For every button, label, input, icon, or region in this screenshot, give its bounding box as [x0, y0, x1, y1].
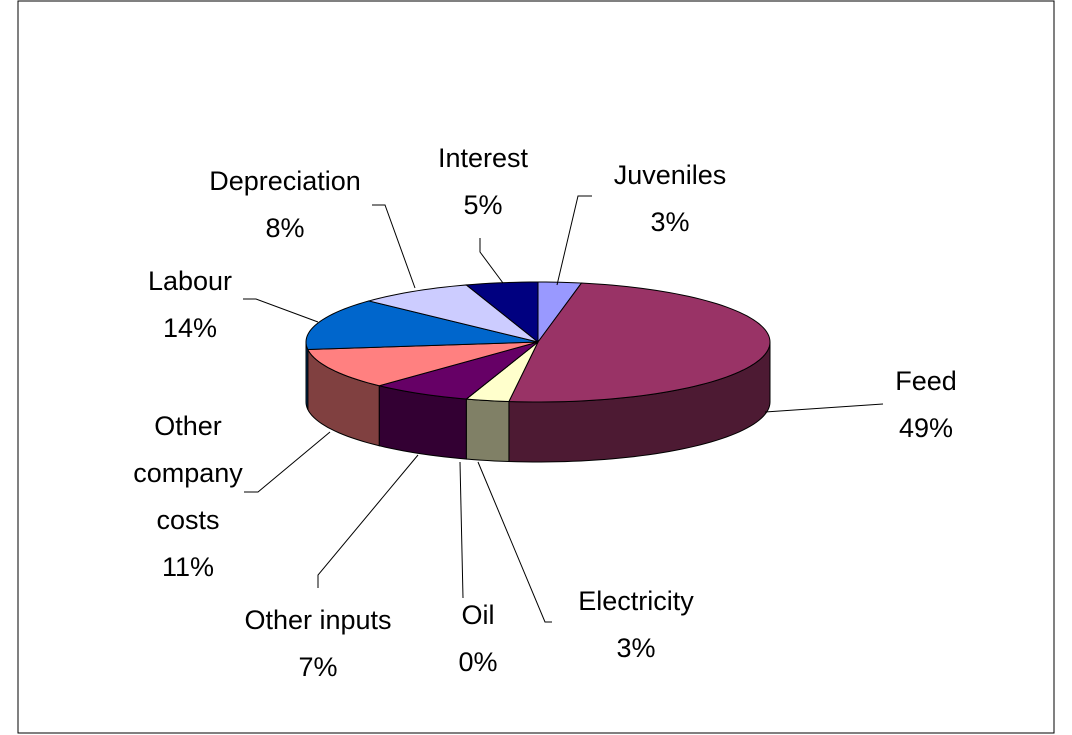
label-value: 14% — [162, 313, 218, 343]
label-name: Other company costs — [133, 411, 243, 535]
label-name: Depreciation — [209, 166, 361, 196]
leader-line — [244, 431, 331, 493]
label-name: Other inputs — [244, 605, 392, 635]
data-label: Other company costs 11% — [118, 403, 258, 591]
data-label: Other inputs 7% — [218, 597, 418, 691]
label-value: 3% — [650, 207, 690, 237]
data-label: Oil 0% — [438, 592, 518, 686]
leader-line — [477, 461, 552, 623]
pie-slice — [305, 300, 539, 351]
leader-line — [459, 461, 464, 599]
pie-slice — [306, 341, 539, 387]
label-name: Electricity — [578, 586, 694, 616]
label-value: 7% — [298, 652, 338, 682]
leader-line — [556, 195, 592, 286]
pie-slice-side — [305, 341, 309, 410]
leader-line — [317, 454, 419, 588]
label-value: 49% — [898, 413, 954, 443]
label-value: 3% — [616, 633, 656, 663]
leader-line — [764, 403, 884, 413]
leader-line — [243, 298, 319, 323]
pie-slice — [465, 281, 539, 344]
label-value: 0% — [458, 647, 498, 677]
label-value: 5% — [463, 190, 503, 220]
data-label: Labour 14% — [125, 258, 255, 352]
data-label: Feed 49% — [866, 358, 986, 452]
label-name: Labour — [147, 266, 233, 296]
label-name: Interest — [437, 143, 529, 173]
data-label: Interest 5% — [413, 135, 553, 229]
data-label: Juveniles 3% — [580, 152, 760, 246]
pie-slice-side — [465, 398, 510, 463]
leader-line — [372, 204, 416, 289]
label-name: Oil — [461, 600, 495, 630]
data-label: Depreciation 8% — [185, 158, 385, 252]
label-value: 11% — [161, 552, 215, 582]
pie-slice — [368, 284, 539, 343]
label-name: Juveniles — [613, 160, 727, 190]
label-name: Feed — [895, 366, 957, 396]
leader-line — [479, 238, 504, 284]
data-label: Electricity 3% — [546, 578, 726, 672]
label-value: 8% — [265, 213, 305, 243]
pie-slice — [379, 341, 539, 400]
pie-slice — [508, 282, 771, 403]
